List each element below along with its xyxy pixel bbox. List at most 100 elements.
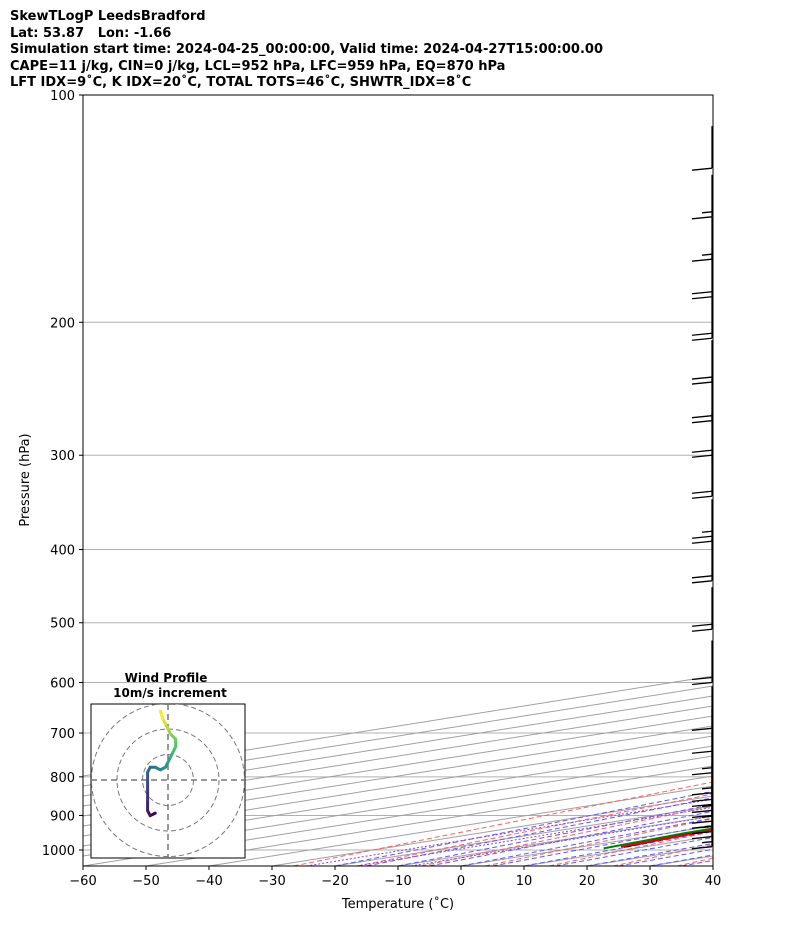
barb-flag: [691, 623, 713, 627]
barb-half-flag: [701, 815, 713, 818]
x-tick-label: 10: [516, 874, 533, 889]
y-tick-label: 100: [50, 89, 75, 104]
wind-barb: [691, 538, 713, 584]
barb-flag: [691, 628, 713, 632]
isotherm-gridline: [712, 865, 713, 866]
wind-barb: [691, 587, 713, 632]
barb-flag: [691, 846, 713, 850]
barb-flag: [691, 490, 713, 494]
wind-barb: [691, 296, 713, 341]
barb-half-flag: [701, 253, 713, 256]
y-tick-label: 800: [50, 771, 75, 786]
barb-flag: [691, 296, 713, 300]
barb-flag: [691, 820, 713, 824]
barb-flag: [691, 420, 713, 424]
wind-barb: [691, 340, 713, 385]
x-tick-label: 0: [457, 874, 465, 889]
barb-flag: [691, 803, 713, 807]
wind-barbs: [691, 126, 713, 850]
mixing-ratio-line: [356, 806, 713, 866]
y-tick-label: 500: [50, 617, 75, 632]
wind-barb: [691, 378, 713, 424]
y-tick-label: 400: [50, 544, 75, 559]
y-tick-label: 600: [50, 677, 75, 692]
axis-ticks: −60 −50 −40 −30 −20 −10 0 10 20 30 40 100 200 300 400 5…: [42, 89, 721, 889]
x-axis-label: Temperature (˚C): [341, 896, 454, 912]
wind-barb: [691, 686, 713, 731]
chart-header: SkewTLogP LeedsBradford Lat: 53.87 Lon: -…: [10, 9, 603, 92]
x-tick-label: −60: [69, 874, 96, 889]
isotherm-gridline: [83, 725, 713, 827]
x-tick-label: −40: [195, 874, 222, 889]
x-tick-label: 40: [705, 874, 722, 889]
wind-barb: [691, 126, 713, 171]
y-axis-label: Pressure (hPa): [18, 433, 33, 526]
barb-flag: [691, 449, 713, 453]
background-lines: [83, 95, 794, 866]
hodograph-segment: [158, 709, 165, 721]
moist-adiabat: [429, 810, 713, 866]
isotherm-gridline: [776, 95, 794, 866]
barb-flag: [691, 825, 713, 829]
barb-flag: [691, 814, 713, 819]
barb-flag: [691, 258, 713, 262]
barb-flag: [691, 495, 713, 499]
barb-flag: [691, 676, 713, 681]
isotherm-gridline: [83, 715, 713, 817]
moist-adiabat: [334, 790, 713, 866]
hodograph-body: [91, 704, 245, 858]
chart-title: SkewTLogP LeedsBradford: [10, 9, 206, 24]
barb-half-flag: [701, 841, 713, 844]
time-line: Simulation start time: 2024-04-25_00:00:…: [10, 42, 603, 57]
wind-barb: [691, 217, 713, 262]
barb-half-flag: [701, 767, 713, 770]
y-tick-label: 300: [50, 449, 75, 464]
isotherm-gridline: [83, 685, 713, 787]
barb-flag: [691, 540, 713, 544]
hodograph-ring: [116, 728, 220, 832]
hodograph-inset: Wind Profile 10m/s increment: [90, 671, 246, 859]
x-tick-label: −50: [132, 874, 159, 889]
x-tick-label: 20: [579, 874, 596, 889]
cape-line: CAPE=11 j/kg, CIN=0 j/kg, LCL=952 hPa, L…: [10, 58, 506, 74]
hodograph-title: Wind Profile: [125, 671, 208, 685]
barb-half-flag: [701, 804, 713, 808]
y-tick-label: 200: [50, 316, 75, 331]
barb-flag: [691, 681, 713, 686]
index-line: LFT IDX=9˚C, K IDX=20˚C, TOTAL TOTS=46˚C…: [10, 75, 472, 90]
x-tick-label: −20: [321, 874, 348, 889]
mixing-ratio-line: [306, 798, 713, 866]
x-tick-label: −10: [384, 874, 411, 889]
barb-half-flag: [701, 211, 713, 214]
y-tick-label: 900: [50, 809, 75, 824]
barb-flag: [691, 750, 713, 754]
y-tick-label: 700: [50, 727, 75, 742]
barb-flag: [691, 830, 713, 835]
barb-flag: [691, 580, 713, 584]
x-tick-label: 30: [642, 874, 659, 889]
barb-flag: [691, 415, 713, 419]
hodograph-subtitle: 10m/s increment: [113, 686, 227, 700]
barb-flag: [691, 535, 713, 539]
barb-flag: [691, 809, 713, 814]
wind-barb: [691, 640, 713, 686]
y-tick-label: 1000: [42, 844, 75, 859]
x-tick-label: −30: [258, 874, 285, 889]
barb-flag: [691, 337, 713, 341]
dry-adiabat: [293, 781, 713, 866]
barb-flag: [691, 167, 713, 171]
barb-half-flag: [701, 530, 713, 533]
location-line: Lat: 53.87 Lon: -1.66: [10, 25, 172, 41]
barb-flag: [691, 772, 713, 776]
barb-flag: [691, 454, 713, 458]
barb-flag: [691, 216, 713, 220]
wind-barb: [691, 499, 713, 544]
isotherm-gridline: [83, 735, 713, 837]
isotherm-gridline: [83, 675, 713, 777]
barb-flag: [691, 792, 713, 796]
mixing-ratio-line: [410, 815, 713, 866]
barb-flag: [691, 835, 713, 840]
profiles: [603, 827, 713, 850]
barb-flag: [691, 332, 713, 336]
